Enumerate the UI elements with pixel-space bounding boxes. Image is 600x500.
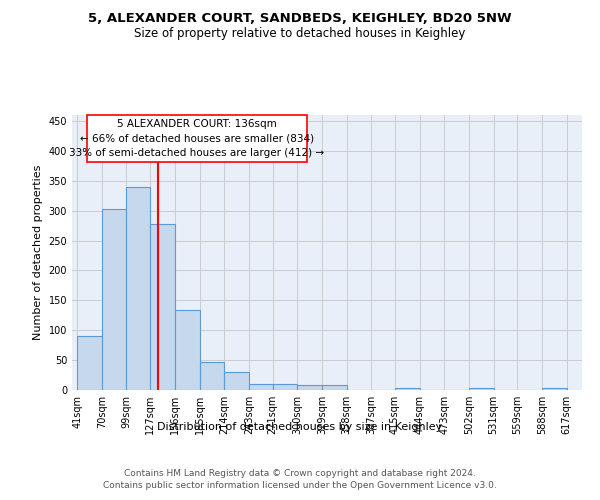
Bar	[249, 384, 272, 390]
Bar	[469, 388, 494, 390]
Bar	[322, 385, 347, 390]
Bar	[200, 362, 224, 390]
Text: 5, ALEXANDER COURT, SANDBEDS, KEIGHLEY, BD20 5NW: 5, ALEXANDER COURT, SANDBEDS, KEIGHLEY, …	[88, 12, 512, 26]
Text: 5 ALEXANDER COURT: 136sqm
← 66% of detached houses are smaller (834)
33% of semi: 5 ALEXANDER COURT: 136sqm ← 66% of detac…	[70, 118, 325, 158]
Bar	[127, 186, 150, 390]
Bar	[297, 385, 322, 390]
Bar	[175, 310, 200, 390]
Bar	[150, 224, 175, 390]
Y-axis label: Number of detached properties: Number of detached properties	[33, 165, 43, 340]
Text: Distribution of detached houses by size in Keighley: Distribution of detached houses by size …	[157, 422, 443, 432]
Bar	[395, 388, 419, 390]
Bar	[224, 372, 249, 390]
Text: Size of property relative to detached houses in Keighley: Size of property relative to detached ho…	[134, 28, 466, 40]
Bar	[272, 384, 297, 390]
Bar	[102, 209, 127, 390]
Text: Contains HM Land Registry data © Crown copyright and database right 2024.
Contai: Contains HM Land Registry data © Crown c…	[103, 468, 497, 490]
Bar	[542, 388, 567, 390]
Bar	[77, 336, 102, 390]
